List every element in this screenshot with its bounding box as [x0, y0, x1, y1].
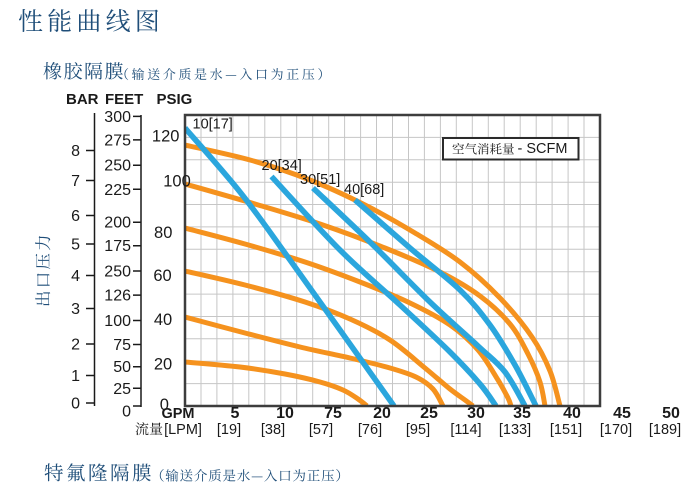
svg-text:40: 40 — [563, 405, 581, 422]
svg-text:45: 45 — [613, 405, 631, 422]
svg-text:175: 175 — [104, 238, 131, 255]
svg-text:7: 7 — [71, 173, 80, 190]
svg-text:25: 25 — [113, 381, 131, 398]
svg-text:0: 0 — [122, 404, 131, 421]
svg-text:[57]: [57] — [309, 422, 333, 438]
svg-text:30[51]: 30[51] — [300, 172, 340, 188]
svg-text:120: 120 — [152, 127, 180, 145]
svg-text:50: 50 — [113, 359, 131, 376]
svg-text:126: 126 — [104, 288, 131, 305]
svg-text:PSIG: PSIG — [157, 91, 193, 108]
svg-text:250: 250 — [104, 264, 131, 281]
svg-text:3: 3 — [71, 301, 80, 318]
svg-text:[38]: [38] — [261, 422, 285, 438]
svg-text:100: 100 — [163, 172, 191, 190]
svg-text:0: 0 — [71, 396, 80, 413]
svg-text:[189]: [189] — [649, 422, 681, 438]
svg-text:FEET: FEET — [105, 91, 143, 108]
svg-text:10[17]: 10[17] — [193, 117, 233, 133]
svg-text:10: 10 — [276, 405, 294, 422]
svg-text:250: 250 — [104, 158, 131, 175]
svg-text:25: 25 — [420, 405, 438, 422]
svg-text:75: 75 — [324, 405, 342, 422]
svg-text:1: 1 — [71, 368, 80, 385]
svg-text:BAR: BAR — [66, 91, 99, 108]
svg-text:5: 5 — [71, 237, 80, 254]
svg-text:35: 35 — [513, 405, 531, 422]
svg-text:5: 5 — [231, 405, 240, 422]
svg-text:[LPM]: [LPM] — [164, 422, 202, 438]
svg-text:300: 300 — [104, 109, 131, 126]
svg-text:60: 60 — [153, 267, 171, 285]
svg-text:20: 20 — [154, 355, 172, 373]
svg-text:6: 6 — [71, 208, 80, 225]
svg-text:[19]: [19] — [217, 422, 241, 438]
svg-text:[151]: [151] — [550, 422, 582, 438]
svg-text:275: 275 — [104, 132, 131, 149]
svg-text:2: 2 — [71, 337, 80, 354]
svg-text:20[34]: 20[34] — [262, 158, 302, 174]
svg-text:200: 200 — [104, 215, 131, 232]
svg-text:- SCFM: - SCFM — [518, 141, 568, 157]
svg-text:75: 75 — [113, 337, 131, 354]
svg-text:225: 225 — [104, 182, 131, 199]
svg-text:40: 40 — [154, 311, 172, 329]
svg-text:40[68]: 40[68] — [344, 182, 384, 198]
svg-text:20: 20 — [373, 405, 391, 422]
svg-text:[133]: [133] — [499, 422, 531, 438]
svg-text:8: 8 — [71, 143, 80, 160]
svg-text:100: 100 — [104, 313, 131, 330]
svg-text:0: 0 — [160, 396, 169, 414]
svg-text:4: 4 — [71, 268, 80, 285]
svg-text:[114]: [114] — [450, 422, 481, 438]
svg-text:80: 80 — [154, 224, 172, 242]
svg-text:[95]: [95] — [406, 422, 430, 438]
svg-text:50: 50 — [662, 405, 680, 422]
svg-text:GPM: GPM — [161, 406, 194, 422]
svg-text:[170]: [170] — [600, 422, 632, 438]
svg-text:30: 30 — [467, 405, 485, 422]
svg-text:[76]: [76] — [358, 422, 382, 438]
